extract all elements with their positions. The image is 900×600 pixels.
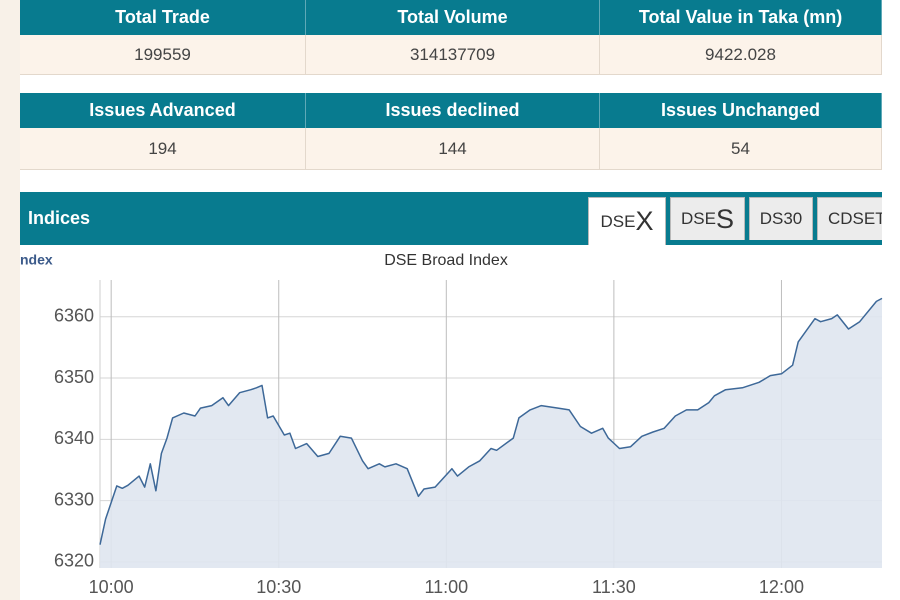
- y-tick-label: 6330: [54, 489, 94, 509]
- x-tick-label: 10:30: [256, 577, 301, 597]
- indices-bar: Indices DSE X DSE S DS30 CDSET: [20, 192, 882, 245]
- x-tick-label: 11:00: [424, 577, 468, 597]
- chart-label: ndex: [20, 252, 53, 268]
- tab-label: X: [635, 206, 654, 236]
- line: [99, 297, 883, 545]
- area: [100, 298, 882, 568]
- tab-label: S: [715, 203, 734, 234]
- table-header: Issues Unchanged: [600, 93, 882, 128]
- tab[interactable]: DSE S: [670, 197, 745, 240]
- summary-table: Total Trade Total Volume Total Value in …: [20, 0, 882, 75]
- table-header: Issues Advanced: [20, 93, 306, 128]
- x-tick-label: 11:30: [592, 577, 636, 597]
- tab[interactable]: DSE X: [588, 197, 666, 245]
- tab-label: DS30: [759, 209, 803, 228]
- chart-title: DSE Broad Index: [384, 252, 508, 269]
- tab[interactable]: CDSET: [817, 197, 882, 240]
- tab-label: DSE: [600, 211, 636, 231]
- table-cell: 9422.028: [600, 35, 882, 75]
- y-tick-label: 6360: [54, 306, 94, 326]
- tab-label: DSE: [681, 209, 716, 228]
- table-header: Total Trade: [20, 0, 306, 35]
- table-cell: 314137709: [306, 35, 600, 75]
- table-cell: 144: [306, 128, 600, 170]
- section-title: Indices: [28, 208, 91, 228]
- tab-label: CDSET: [828, 209, 882, 228]
- x-tick-label: 10:00: [89, 577, 134, 597]
- table-header: Total Volume: [306, 0, 600, 35]
- table-header: Total Value in Taka (mn): [600, 0, 882, 35]
- table-cell: 54: [600, 128, 882, 170]
- page-margin: [0, 0, 20, 600]
- table-cell: 199559: [20, 35, 306, 75]
- issues-table: Issues Advanced Issues declined Issues U…: [20, 93, 882, 170]
- y-tick-label: 6350: [54, 367, 94, 387]
- table-header: Issues declined: [306, 93, 600, 128]
- y-tick-label: 6340: [54, 428, 94, 448]
- tab[interactable]: DS30: [749, 197, 813, 240]
- table-cell: 194: [20, 128, 306, 170]
- x-tick-label: 12:00: [759, 577, 804, 597]
- chart: ndex DSE Broad Index 6320 6330 6340 6350 636…: [20, 245, 883, 600]
- y-tick-label: 6320: [54, 551, 94, 571]
